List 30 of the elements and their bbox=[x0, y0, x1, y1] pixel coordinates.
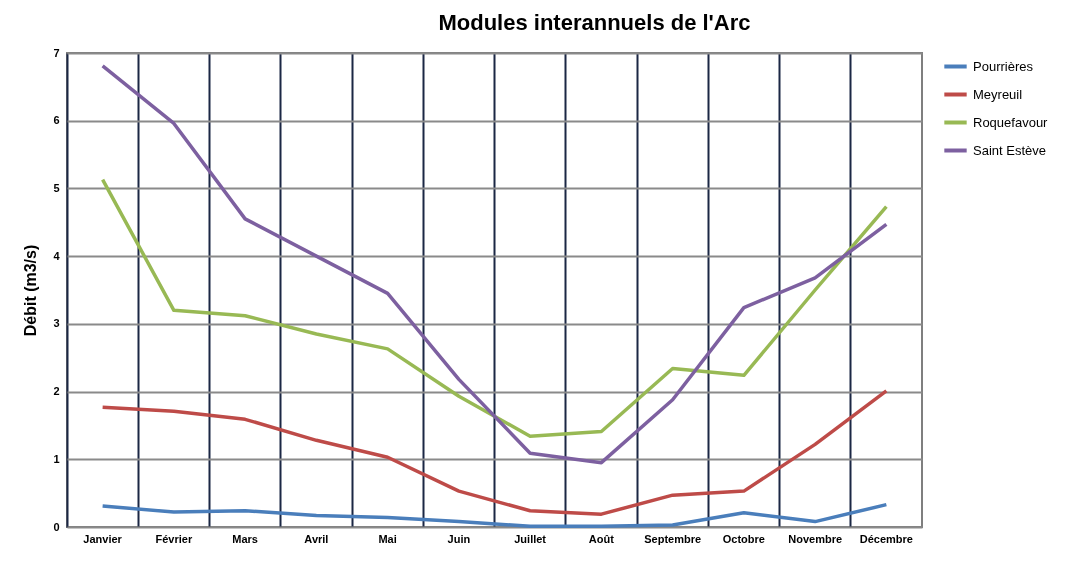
legend-label: Saint Estève bbox=[973, 142, 1046, 158]
x-tick-label: Octobre bbox=[722, 532, 765, 545]
x-tick-label: Janvier bbox=[83, 532, 123, 545]
line-series bbox=[100, 389, 889, 516]
x-tick-label: Décembre bbox=[859, 532, 913, 545]
line-series bbox=[100, 177, 889, 439]
y-tick-label: 2 bbox=[53, 385, 60, 398]
x-tick-label: Juillet bbox=[514, 532, 547, 545]
x-tick-label: Septembre bbox=[644, 532, 702, 545]
y-tick-label: 6 bbox=[53, 114, 60, 127]
y-tick-label: 3 bbox=[53, 317, 60, 330]
y-tick-label: 5 bbox=[53, 181, 60, 194]
x-tick-label: Juin bbox=[447, 532, 471, 545]
x-tick-label: Avril bbox=[304, 532, 329, 545]
line-series bbox=[100, 502, 889, 529]
y-tick-label: 1 bbox=[53, 452, 60, 465]
x-tick-label: Mai bbox=[378, 532, 397, 545]
x-tick-label: Novembre bbox=[788, 532, 843, 545]
x-tick-label: Mars bbox=[232, 532, 258, 545]
x-tick-label: Août bbox=[588, 532, 615, 545]
legend-label: Meyreuil bbox=[973, 86, 1023, 102]
line-series bbox=[100, 64, 889, 465]
chart-title: Modules interannuels de l'Arc bbox=[438, 10, 751, 35]
y-axis-title: Débit (m3/s) bbox=[22, 244, 40, 337]
y-tick-label: 7 bbox=[53, 46, 60, 59]
y-tick-label: 4 bbox=[53, 249, 61, 262]
x-tick-label: Février bbox=[155, 532, 193, 545]
legend-label: Pourrières bbox=[973, 58, 1034, 74]
legend-label: Roquefavour bbox=[973, 114, 1049, 130]
y-tick-label: 0 bbox=[53, 520, 60, 533]
